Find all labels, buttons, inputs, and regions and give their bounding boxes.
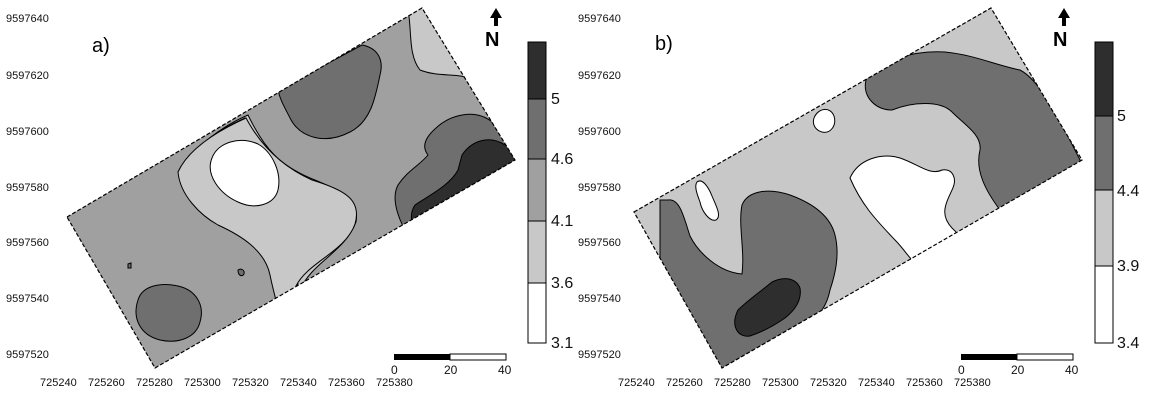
y-axis-a: 9597640 9597620 9597600 9597580 9597560 … — [6, 13, 49, 361]
x-tick: 725340 — [280, 377, 317, 389]
y-tick: 9597560 — [578, 237, 621, 249]
legend-band — [527, 220, 547, 284]
legend-band — [527, 41, 547, 100]
north-arrow-b: N — [1053, 8, 1070, 51]
scale-bar-b: 0 20 40 — [958, 353, 1079, 377]
x-axis-a: 725240 725260 725280 725300 725320 72534… — [40, 377, 413, 389]
y-tick: 9597560 — [6, 237, 49, 249]
legend-label: 4.6 — [551, 151, 573, 168]
y-tick: 9597600 — [578, 126, 621, 138]
x-tick: 725320 — [810, 377, 847, 389]
legend-band — [527, 282, 547, 344]
legend-a: 5 4.6 4.1 3.6 3.1 — [527, 41, 573, 352]
y-tick: 9597600 — [6, 126, 49, 138]
y-tick: 9597580 — [578, 182, 621, 194]
legend-band — [1094, 41, 1114, 117]
x-tick: 725280 — [136, 377, 173, 389]
legend-label: 3.6 — [551, 275, 573, 292]
legend-band — [1094, 189, 1114, 267]
scale-label: 20 — [444, 363, 458, 377]
north-arrow-icon — [1058, 8, 1070, 26]
x-tick: 725260 — [88, 377, 125, 389]
y-tick: 9597540 — [578, 293, 621, 305]
x-tick: 725320 — [232, 377, 269, 389]
scale-label: 40 — [1065, 363, 1079, 377]
x-tick: 725340 — [858, 377, 895, 389]
scale-label: 0 — [391, 363, 398, 377]
zone-4.6-5 — [277, 44, 382, 140]
x-tick: 725360 — [328, 377, 365, 389]
x-tick: 725300 — [184, 377, 221, 389]
legend-label: 5 — [1117, 108, 1126, 125]
scale-label: 40 — [498, 363, 512, 377]
legend-label: 4.1 — [551, 213, 573, 230]
zone-3.4-3.9 — [849, 155, 962, 269]
zone-3.4-3.9 — [812, 109, 836, 133]
y-tick: 9597540 — [6, 293, 49, 305]
zone-4.6-5 — [135, 284, 202, 342]
y-tick: 9597640 — [578, 13, 621, 25]
y-axis-b: 9597640 9597620 9597600 9597580 9597560 … — [578, 13, 621, 361]
legend-band — [527, 158, 547, 222]
legend-band — [527, 98, 547, 160]
y-tick: 9597620 — [578, 70, 621, 82]
x-tick: 725360 — [906, 377, 943, 389]
zone-4.6-5 — [127, 262, 132, 269]
x-axis-b: 725240 725260 725280 725300 725320 72534… — [618, 377, 991, 389]
legend-label: 5 — [551, 91, 560, 108]
north-label: N — [485, 29, 499, 51]
x-tick: 725380 — [954, 377, 991, 389]
map-panel-a: 9597640 9597620 9597600 9597580 9597560 … — [6, 7, 573, 389]
legend-label: 3.9 — [1117, 258, 1139, 275]
y-tick: 9597580 — [6, 182, 49, 194]
panel-label: b) — [655, 33, 673, 55]
legend-label: 3.1 — [551, 335, 573, 352]
y-tick: 9597640 — [6, 13, 49, 25]
north-label: N — [1053, 29, 1067, 51]
contour-map-b — [633, 7, 1083, 369]
zone-4.4-5 — [864, 51, 1082, 211]
y-tick: 9597520 — [578, 349, 621, 361]
map-panel-b: 9597640 9597620 9597600 9597580 9597560 … — [578, 7, 1139, 389]
north-arrow-icon — [490, 8, 502, 26]
map-boundary — [66, 7, 516, 369]
y-tick: 9597520 — [6, 349, 49, 361]
x-tick: 725280 — [714, 377, 751, 389]
panel-label: a) — [92, 35, 110, 57]
scale-label: 0 — [958, 363, 965, 377]
x-tick: 725300 — [762, 377, 799, 389]
zone-4.6-5 — [237, 268, 245, 277]
zone-5+ — [734, 278, 801, 337]
zone-3.6-4.1 — [407, 8, 515, 81]
x-tick: 725380 — [376, 377, 413, 389]
map-boundary — [633, 7, 1083, 369]
contour-map-a — [66, 7, 516, 369]
legend-band — [1094, 265, 1114, 344]
legend-label: 3.4 — [1117, 335, 1139, 352]
scale-bar-segment-dark — [961, 354, 1017, 360]
scale-label: 20 — [1011, 363, 1025, 377]
scale-bar-segment-dark — [394, 354, 450, 360]
legend-b: 5 4.4 3.9 3.4 — [1094, 41, 1139, 352]
y-tick: 9597620 — [6, 70, 49, 82]
north-arrow-a: N — [485, 8, 502, 51]
x-tick: 725240 — [40, 377, 77, 389]
legend-band — [1094, 115, 1114, 191]
x-tick: 725240 — [618, 377, 655, 389]
zone-4.4-5 — [659, 190, 838, 368]
zone-3.1-3.6 — [209, 140, 280, 207]
scale-bar-segment-light — [449, 353, 507, 361]
scale-bar-a: 0 20 40 — [391, 353, 512, 377]
x-tick: 725260 — [666, 377, 703, 389]
legend-label: 4.4 — [1117, 183, 1139, 200]
scale-bar-segment-light — [1016, 353, 1074, 361]
zone-3.4-3.9 — [695, 180, 719, 221]
